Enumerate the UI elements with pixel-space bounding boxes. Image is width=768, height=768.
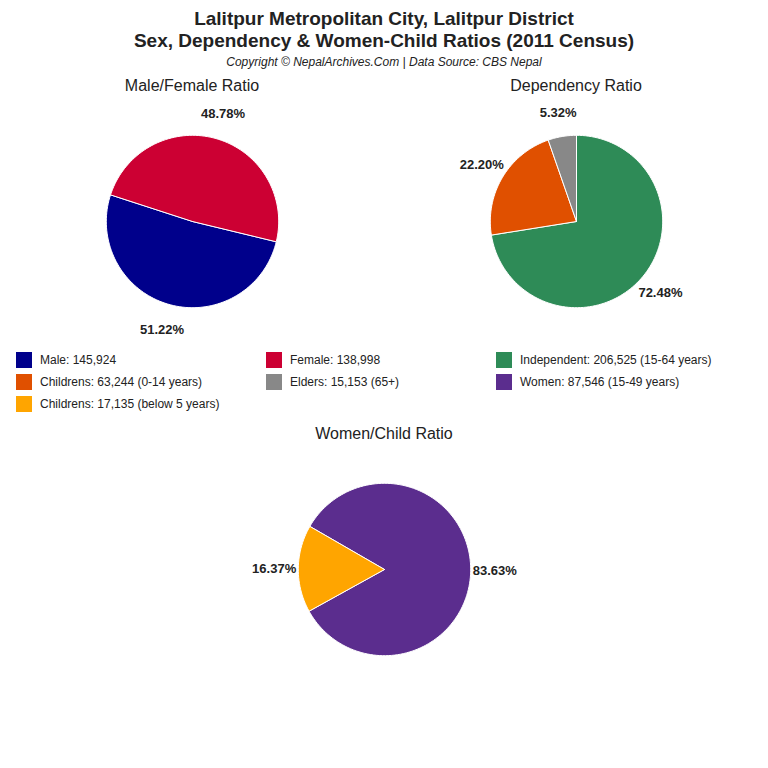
svg-text:83.63%: 83.63% bbox=[473, 563, 518, 578]
html-text:Female: 138,998: Female: 138,998 bbox=[290, 353, 381, 367]
html-text:Women/Child Ratio: Women/Child Ratio bbox=[315, 425, 453, 442]
html-text:Dependency Ratio: Dependency Ratio bbox=[510, 77, 642, 94]
html-text:Women: 87,546 (15-49 years): Women: 87,546 (15-49 years) bbox=[520, 375, 680, 389]
html-text:Independent: 206,525 (15-64 ye: Independent: 206,525 (15-64 years) bbox=[520, 353, 712, 367]
html-text:Male/Female Ratio: Male/Female Ratio bbox=[124, 77, 260, 94]
html-text:Elders: 15,153 (65+): Elders: 15,153 (65+) bbox=[290, 375, 400, 389]
html-text:Lalitpur Metropolitan City, La: Lalitpur Metropolitan City, Lalitpur Dis… bbox=[194, 8, 574, 29]
html-text:Sex, Dependency & Women-Child: Sex, Dependency & Women-Child Ratios (20… bbox=[133, 30, 635, 51]
html-text:Male: 145,924: Male: 145,924 bbox=[40, 353, 117, 367]
html-text:Childrens: 63,244 (0-14 years): Childrens: 63,244 (0-14 years) bbox=[40, 375, 203, 389]
svg-text:72.48%: 72.48% bbox=[638, 285, 683, 300]
svg-text:16.37%: 16.37% bbox=[252, 561, 297, 576]
svg-text:48.78%: 48.78% bbox=[201, 106, 246, 121]
svg-text:5.32%: 5.32% bbox=[540, 105, 577, 120]
svg-text:51.22%: 51.22% bbox=[140, 321, 185, 336]
svg-text:22.20%: 22.20% bbox=[460, 157, 505, 172]
html-text:Childrens: 17,135 (below 5 yea: Childrens: 17,135 (below 5 years) bbox=[40, 397, 220, 411]
html-text:Copyright © NepalArchives.Com: Copyright © NepalArchives.Com | Data Sou… bbox=[226, 55, 542, 69]
